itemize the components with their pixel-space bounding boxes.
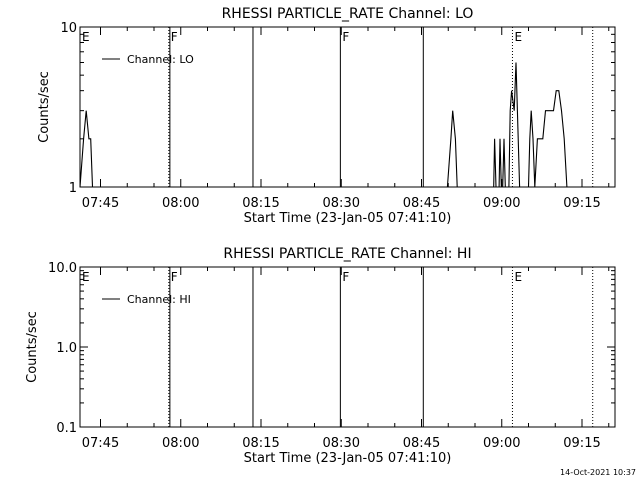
panel-2-flag-letter: E — [514, 270, 522, 284]
panel-2-y-tick-label: 0.1 — [56, 421, 77, 436]
panel-2-y-axis-label: Counts/sec — [25, 311, 40, 383]
panel-2-plot-frame — [79, 266, 616, 428]
panel-2-x-tick-label: 08:45 — [403, 436, 440, 451]
panel-1-y-tick-label: 1 — [69, 181, 77, 196]
panel-1-x-tick-label: 08:15 — [242, 196, 279, 211]
panel-1-x-tick-label: 09:15 — [563, 196, 600, 211]
panel-1-y-axis-label: Counts/sec — [37, 71, 52, 143]
panel-1-series-line — [79, 62, 573, 188]
panel-2-x-tick-label: 09:00 — [483, 436, 520, 451]
panel-2-x-tick-label: 09:15 — [563, 436, 600, 451]
panel-1-x-tick-label: 09:00 — [483, 196, 520, 211]
panel-1-plot-frame — [79, 26, 616, 188]
panel-1-flag-letter: F — [342, 30, 349, 44]
panel-2-legend-label: Channel: HI — [127, 293, 191, 306]
generation-timestamp: 14-Oct-2021 10:37 — [560, 468, 636, 477]
panel-2-x-tick-label: 07:45 — [82, 436, 119, 451]
panel-1-flag-letter: F — [171, 30, 178, 44]
panel-2-x-tick-label: 08:15 — [242, 436, 279, 451]
panel-1-x-axis-label: Start Time (23-Jan-05 07:41:10) — [244, 211, 452, 226]
panel-2-flag-letter: F — [171, 270, 178, 284]
panel-1-legend-label: Channel: LO — [127, 53, 194, 66]
panel-1-x-tick-label: 08:30 — [323, 196, 360, 211]
panel-2-title: RHESSI PARTICLE_RATE Channel: HI — [223, 246, 471, 262]
panel-1-x-tick-label: 08:00 — [162, 196, 199, 211]
panel-1-flag-letter: E — [82, 30, 90, 44]
panel-2-x-tick-label: 08:00 — [162, 436, 199, 451]
panel-1-x-tick-label: 07:45 — [82, 196, 119, 211]
panel-2-x-axis-label: Start Time (23-Jan-05 07:41:10) — [244, 451, 452, 466]
panel-1-flag-letter: E — [514, 30, 522, 44]
panel-1-title: RHESSI PARTICLE_RATE Channel: LO — [222, 6, 474, 22]
panel-2-flag-letter: E — [82, 270, 90, 284]
panel-2-x-tick-label: 08:30 — [323, 436, 360, 451]
panel-2-y-tick-label: 1.0 — [56, 341, 77, 356]
panel-1-x-tick-label: 08:45 — [403, 196, 440, 211]
panel-2-y-tick-label: 10.0 — [48, 261, 77, 276]
panel-1-y-tick-label: 10 — [60, 21, 77, 36]
panel-2-flag-letter: F — [342, 270, 349, 284]
